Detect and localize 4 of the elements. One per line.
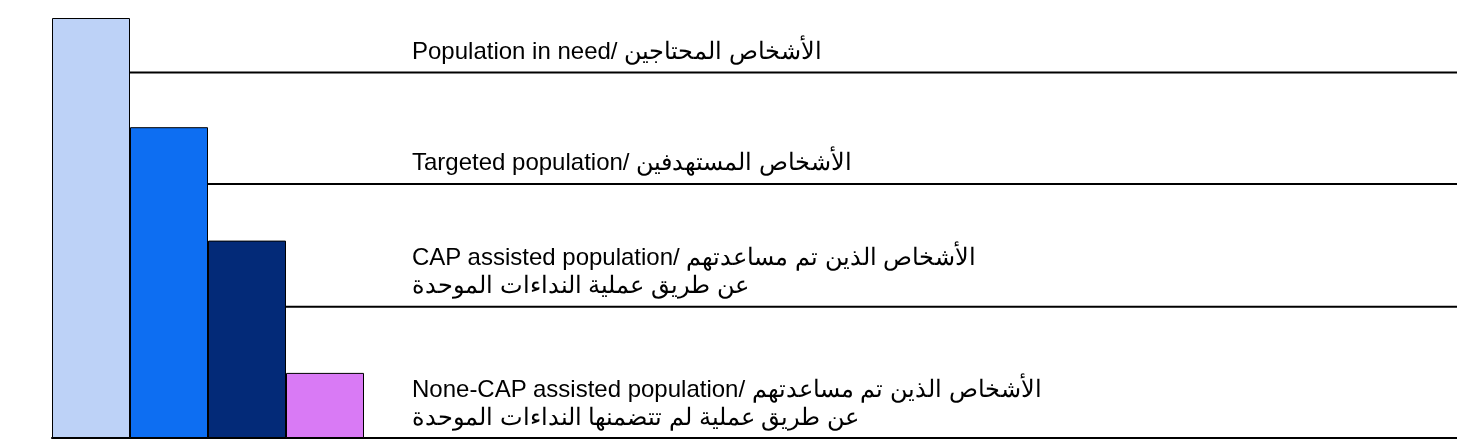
- text: Targeted population/ الأشخاص المستهدفين: [412, 146, 852, 177]
- text: None-CAP assisted population/ الأشخاص الذين تم مساعدتهم عن طريق عملية لم تتضمنها النداءات الموحدة: [412, 372, 1042, 431]
- text: CAP assisted population/ الأشخاص الذين تم مساعدتهم عن طريق عملية النداءات الموحدة: [412, 241, 977, 300]
- text: Population in need/ الأشخاص المحتاجين: [412, 35, 822, 66]
